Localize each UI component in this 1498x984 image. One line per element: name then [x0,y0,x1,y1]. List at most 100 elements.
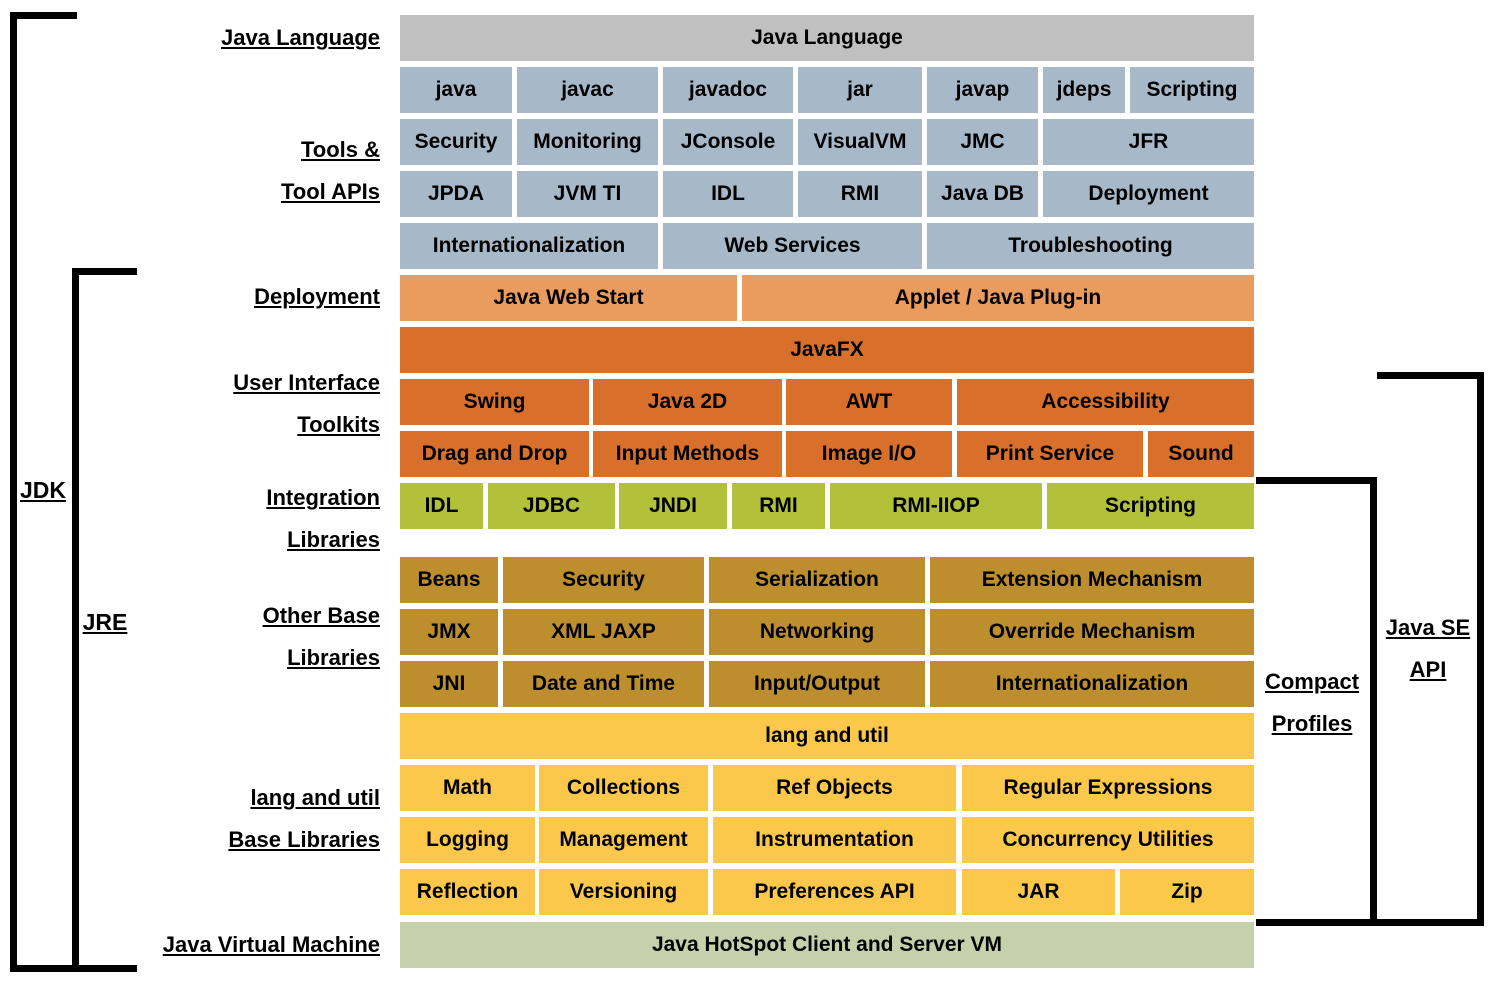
box-override-mechanism: Override Mechanism [930,609,1254,655]
compact-profiles-bracket-bottom [1256,919,1377,926]
box-regular-expressions: Regular Expressions [962,765,1254,811]
box-jdeps: jdeps [1043,67,1125,113]
jre-bracket-bottom [72,965,137,972]
box-jndi: JNDI [619,483,727,529]
box-javafx: JavaFX [400,327,1254,373]
box-beans: Beans [400,557,498,603]
label-java-se-api: Java SE API [1376,607,1480,691]
label-integration-libraries: Integration Libraries [0,477,380,561]
box-concurrency-utilities: Concurrency Utilities [962,817,1254,863]
java-se-api-bracket-right [1477,372,1484,926]
box-web-services: Web Services [663,223,922,269]
box-collections: Collections [539,765,708,811]
box-jvm-ti: JVM TI [517,171,658,217]
box-jmc: JMC [927,119,1038,165]
box-java: java [400,67,512,113]
box-date-and-time: Date and Time [503,661,704,707]
box-java-language: Java Language [400,15,1254,61]
label-jre: JRE [82,609,128,635]
box-reflection: Reflection [400,869,535,915]
box-jconsole: JConsole [663,119,793,165]
label-lang-util-line2: Base Libraries [228,827,380,852]
label-jdk: JDK [19,477,66,503]
jre-bracket-top [72,268,137,275]
box-java-web-start: Java Web Start [400,275,737,321]
label-java-language-line1: Java Language [221,25,380,50]
label-tools-line1: Tools & [300,137,380,162]
box-networking: Networking [709,609,925,655]
box-management: Management [539,817,708,863]
label-other-base-libraries: Other Base Libraries [0,595,380,679]
box-scripting-tools: Scripting [1130,67,1254,113]
box-security-tools: Security [400,119,512,165]
box-java-db: Java DB [927,171,1038,217]
box-jmx: JMX [400,609,498,655]
box-jdbc: JDBC [488,483,615,529]
box-zip: Zip [1120,869,1254,915]
box-print-service: Print Service [957,431,1143,477]
label-compact-profiles-line1: Compact [1264,669,1360,694]
box-deployment-tools: Deployment [1043,171,1254,217]
box-javap: javap [927,67,1038,113]
box-jar-lib: JAR [962,869,1115,915]
box-swing: Swing [400,379,589,425]
box-jni: JNI [400,661,498,707]
box-logging: Logging [400,817,535,863]
label-deployment-line1: Deployment [254,284,380,309]
box-security: Security [503,557,704,603]
label-tools-line2: Tool APIs [281,179,380,204]
label-integration-line1: Integration [266,485,380,510]
box-troubleshooting: Troubleshooting [927,223,1254,269]
box-rmi-iiop: RMI-IIOP [830,483,1042,529]
box-visualvm: VisualVM [798,119,922,165]
label-other-base-line2: Libraries [287,645,380,670]
box-idl: IDL [400,483,483,529]
jdk-bracket-bottom [10,965,77,972]
label-user-interface-toolkits: User Interface Toolkits [0,362,380,446]
label-compact-profiles-line2: Profiles [1271,711,1353,736]
box-java-2d: Java 2D [593,379,782,425]
box-ref-objects: Ref Objects [713,765,956,811]
box-lang-and-util: lang and util [400,713,1254,759]
box-jar: jar [798,67,922,113]
box-input-methods: Input Methods [593,431,782,477]
box-input-output: Input/Output [709,661,925,707]
box-applet-java-plug-in: Applet / Java Plug-in [742,275,1254,321]
label-integration-line2: Libraries [287,527,380,552]
label-java-virtual-machine: Java Virtual Machine [0,924,380,966]
label-other-base-line1: Other Base [262,603,380,628]
box-jfr: JFR [1043,119,1254,165]
label-java-se-api-line1: Java SE [1385,615,1471,640]
box-awt: AWT [786,379,952,425]
box-instrumentation: Instrumentation [713,817,956,863]
jdk-bracket-left [10,12,17,972]
label-deployment: Deployment [0,276,380,318]
jre-bracket-left [72,268,79,972]
box-extension-mechanism: Extension Mechanism [930,557,1254,603]
box-preferences-api: Preferences API [713,869,956,915]
box-rmi: RMI [732,483,825,529]
label-ui-line2: Toolkits [297,412,380,437]
java-se-api-bracket-top [1377,372,1484,379]
label-lang-util-line1: lang and util [250,785,380,810]
label-tools-tool-apis: Tools & Tool APIs [0,129,380,213]
box-rmi-tools: RMI [798,171,922,217]
compact-profiles-bracket-right [1370,477,1377,926]
label-compact-profiles: Compact Profiles [1250,661,1374,745]
jdk-bracket-top [10,12,77,19]
box-internationalization: Internationalization [930,661,1254,707]
java-se-api-bracket-bottom [1377,919,1484,926]
box-accessibility: Accessibility [957,379,1254,425]
box-javac: javac [517,67,658,113]
box-idl-tools: IDL [663,171,793,217]
box-image-io: Image I/O [786,431,952,477]
compact-profiles-bracket-top [1256,477,1377,484]
box-versioning: Versioning [539,869,708,915]
label-java-se-api-line2: API [1409,657,1447,682]
box-drag-and-drop: Drag and Drop [400,431,589,477]
box-xml-jaxp: XML JAXP [503,609,704,655]
label-ui-line1: User Interface [233,370,380,395]
box-jpda: JPDA [400,171,512,217]
box-sound: Sound [1148,431,1254,477]
